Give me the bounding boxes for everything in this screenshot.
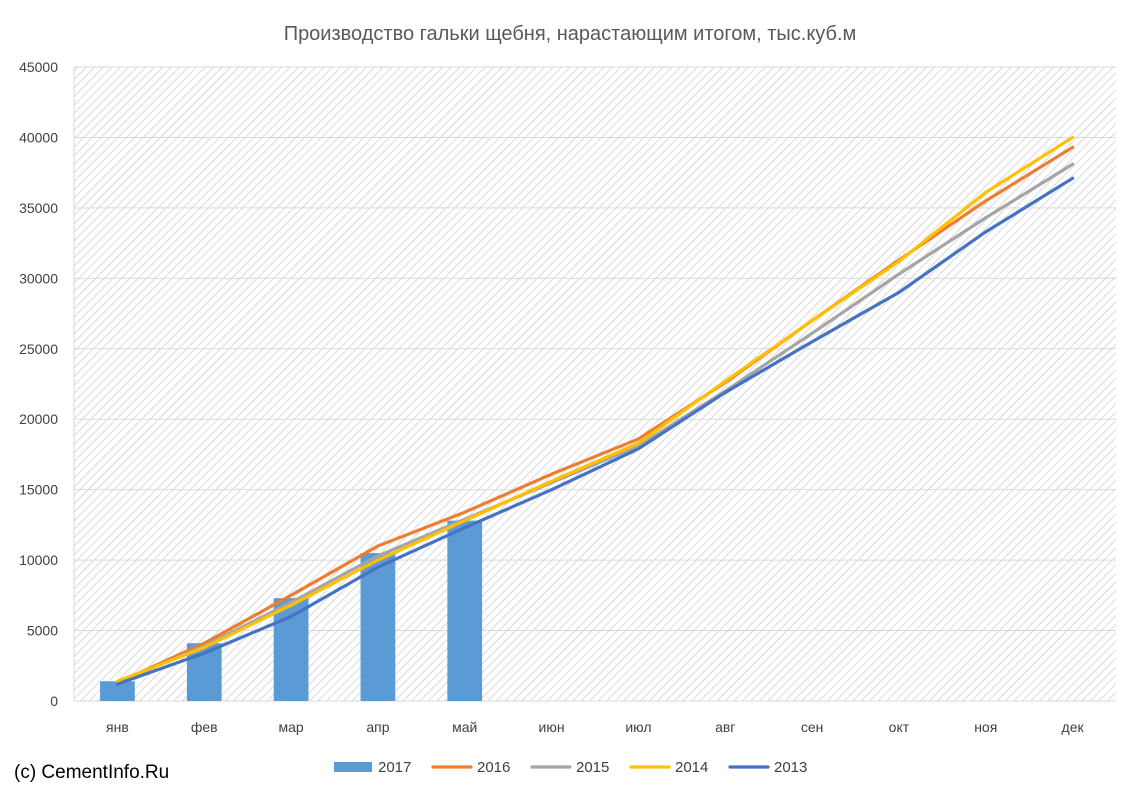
x-tick-label: фев: [191, 719, 218, 735]
y-tick-label: 40000: [19, 129, 58, 145]
legend: 2017 2016 2015 2014 2013: [334, 759, 807, 776]
legend-swatch-2017: [334, 762, 372, 772]
x-axis: янв фев мар апр май июн июл авг сен окт ноя дек: [106, 719, 1084, 735]
x-tick-label: ноя: [974, 719, 997, 735]
y-tick-label: 10000: [19, 552, 58, 568]
y-tick-label: 30000: [19, 270, 58, 286]
y-tick-label: 15000: [19, 482, 58, 498]
bar-2017-апр: [360, 553, 396, 701]
line-2014: [115, 135, 1075, 683]
x-tick-label: сен: [801, 719, 824, 735]
legend-label-2014: 2014: [675, 759, 708, 776]
x-tick-label: май: [452, 719, 477, 735]
y-tick-label: 25000: [19, 341, 58, 357]
line-2013: [115, 176, 1075, 686]
x-tick-label: дек: [1062, 719, 1085, 735]
y-tick-label: 20000: [19, 411, 58, 427]
line-2015: [115, 162, 1075, 685]
x-tick-label: авг: [715, 719, 735, 735]
x-tick-label: мар: [278, 719, 303, 735]
line-series: [115, 135, 1075, 686]
legend-label-2015: 2015: [576, 759, 609, 776]
y-tick-label: 5000: [27, 623, 58, 639]
legend-label-2016: 2016: [477, 759, 510, 776]
chart-title: Производство гальки щебня, нарастающим и…: [284, 23, 857, 45]
x-tick-label: апр: [366, 719, 389, 735]
bar-2017-мар: [273, 598, 309, 701]
x-tick-label: июл: [625, 719, 651, 735]
y-tick-label: 45000: [19, 59, 58, 75]
x-tick-label: июн: [539, 719, 565, 735]
plot-area: [74, 67, 1116, 701]
legend-label-2013: 2013: [774, 759, 807, 776]
bar-2017-янв: [100, 681, 135, 701]
y-axis: 0 5000 10000 15000 20000 25000 30000 35000 40000…: [19, 59, 58, 709]
x-tick-label: янв: [106, 719, 129, 735]
bar-2017-май: [447, 520, 483, 701]
gridlines: [73, 66, 1116, 702]
legend-label-2017: 2017: [378, 759, 411, 776]
y-tick-label: 35000: [19, 200, 58, 216]
x-tick-label: окт: [889, 719, 910, 735]
y-tick-label: 0: [50, 693, 58, 709]
copyright-label: (c) CementInfo.Ru: [14, 762, 170, 783]
